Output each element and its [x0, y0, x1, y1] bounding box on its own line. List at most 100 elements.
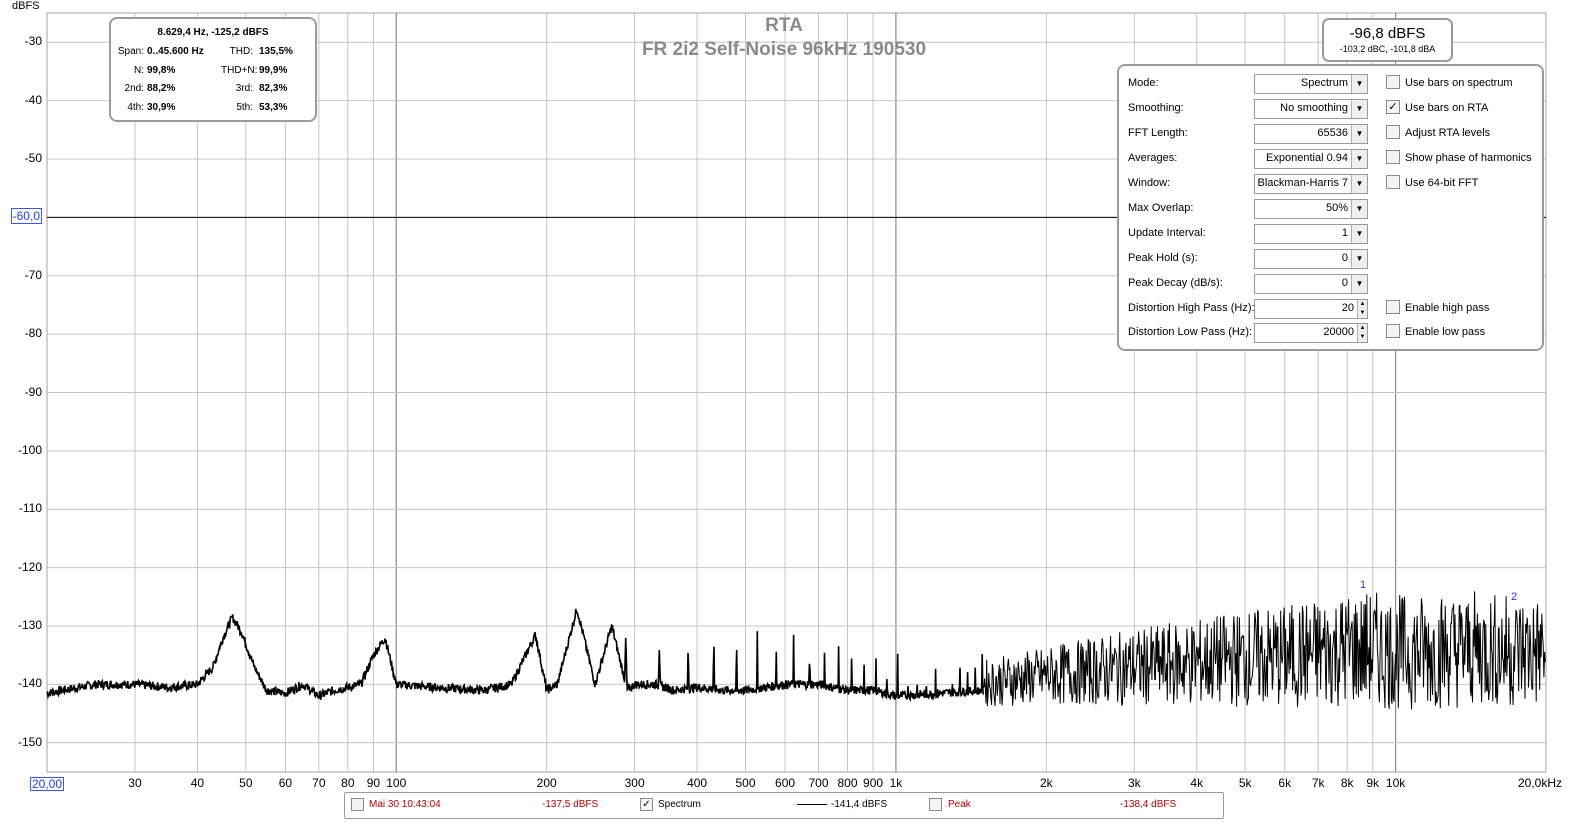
- distortion-stats-panel[interactable]: 8.629,4 Hz, -125,2 dBFS Span: 0..45.600 …: [109, 17, 317, 122]
- max-overlap-label: Max Overlap:: [1128, 202, 1194, 214]
- x-tick-label: 6k: [1278, 776, 1292, 790]
- y-tick-label: -30: [24, 34, 42, 49]
- x-tick-label: 5k: [1238, 776, 1252, 790]
- x-tick-label[interactable]: 20,00: [29, 777, 65, 791]
- x-tick-label: 80: [341, 776, 355, 790]
- distortion-high-pass-label: Distortion High Pass (Hz):: [1128, 302, 1255, 314]
- use-bars-spectrum-checkbox[interactable]: [1386, 75, 1400, 89]
- chevron-down-icon[interactable]: ▼: [1351, 275, 1367, 293]
- spectrum-trace-dense: [983, 591, 1546, 710]
- y-axis-unit: dBFS: [12, 0, 40, 12]
- distortion-low-pass-spinner[interactable]: 20000 ▲ ▼: [1254, 323, 1368, 343]
- spectrum-line-swatch: [797, 804, 827, 805]
- fft-length-label: FFT Length:: [1128, 127, 1188, 139]
- setting-update-interval: Update Interval: 1 ▼: [1119, 223, 1542, 244]
- averages-label: Averages:: [1128, 152, 1178, 164]
- chevron-down-icon[interactable]: ▼: [1351, 125, 1367, 143]
- update-interval-label: Update Interval:: [1128, 227, 1206, 239]
- chevron-down-icon[interactable]: ▼: [1351, 150, 1367, 168]
- x-tick-label: 500: [735, 776, 756, 790]
- chart-title: RTA: [765, 15, 803, 36]
- mode-select[interactable]: Spectrum ▼: [1254, 74, 1368, 94]
- window-select[interactable]: Blackman-Harris 7 ▼: [1254, 174, 1368, 194]
- thd-label: THD:: [229, 46, 253, 57]
- span-value: 0..45.600 Hz: [147, 46, 204, 57]
- distortion-low-pass-label: Distortion Low Pass (Hz):: [1128, 326, 1253, 338]
- rta-settings-panel[interactable]: Mode: Spectrum ▼ Use bars on spectrum Smo…: [1117, 64, 1544, 351]
- trace-legend: Mai 30 10:43:04 -137,5 dBFS ✓ Spectrum -…: [344, 792, 1224, 819]
- spectrum-checkbox[interactable]: ✓: [640, 798, 653, 811]
- capture-checkbox[interactable]: [351, 798, 364, 811]
- h3-label: 3rd:: [235, 83, 253, 94]
- chevron-down-icon[interactable]: ▼: [1351, 75, 1367, 93]
- level-readout[interactable]: -96,8 dBFS -103,2 dBC, -101,8 dBA: [1322, 18, 1453, 62]
- x-tick-label: 900: [863, 776, 884, 790]
- y-tick-label: -40: [24, 92, 42, 107]
- enable-low-pass-label: Enable low pass: [1405, 326, 1486, 338]
- fft-length-select[interactable]: 65536 ▼: [1254, 124, 1368, 144]
- use-64bit-fft-checkbox[interactable]: [1386, 175, 1400, 189]
- distortion-high-pass-value: 20: [1341, 302, 1354, 314]
- setting-max-overlap: Max Overlap: 50% ▼: [1119, 198, 1542, 219]
- enable-high-pass-label: Enable high pass: [1405, 302, 1490, 314]
- thd-value: 135,5%: [259, 46, 293, 57]
- x-tick-label: 700: [808, 776, 829, 790]
- smoothing-select[interactable]: No smoothing ▼: [1254, 99, 1368, 119]
- enable-low-pass-checkbox[interactable]: [1386, 324, 1400, 338]
- chevron-down-icon[interactable]: ▼: [1351, 250, 1367, 268]
- x-tick-label: 1k: [889, 776, 903, 790]
- x-tick-label: 800: [837, 776, 858, 790]
- noise-label: N:: [134, 65, 144, 76]
- x-tick-label: 90: [366, 776, 381, 790]
- peak-label: Peak: [948, 799, 971, 810]
- peak-hold-label: Peak Hold (s):: [1128, 252, 1198, 264]
- averages-select[interactable]: Exponential 0.94 ▼: [1254, 149, 1368, 169]
- spinner-arrows-icon[interactable]: ▲ ▼: [1357, 324, 1367, 342]
- enable-high-pass-checkbox[interactable]: [1386, 300, 1400, 314]
- setting-peak-decay: Peak Decay (dB/s): 0 ▼: [1119, 273, 1542, 294]
- x-tick-label: 300: [624, 776, 645, 790]
- chevron-down-icon[interactable]: ▼: [1351, 200, 1367, 218]
- level-cursor-label[interactable]: -60,0: [10, 208, 42, 225]
- max-overlap-select[interactable]: 50% ▼: [1254, 199, 1368, 219]
- x-tick-label: 60: [278, 776, 293, 790]
- setting-fft-length: FFT Length: 65536 ▼ Adjust RTA levels: [1119, 123, 1542, 144]
- update-interval-select[interactable]: 1 ▼: [1254, 224, 1368, 244]
- setting-distortion-high-pass: Distortion High Pass (Hz): 20 ▲ ▼ Enable h…: [1119, 298, 1542, 319]
- use-64bit-fft-label: Use 64-bit FFT: [1405, 177, 1479, 189]
- peak-decay-value: 0: [1341, 277, 1348, 289]
- peak-marker-1[interactable]: 1: [1360, 579, 1367, 591]
- window-value: Blackman-Harris 7: [1257, 177, 1348, 189]
- distortion-high-pass-spinner[interactable]: 20 ▲ ▼: [1254, 299, 1368, 319]
- y-tick-label: -140: [17, 676, 42, 691]
- use-bars-rta-checkbox[interactable]: ✓: [1386, 100, 1400, 114]
- x-tick-label: 4k: [1190, 776, 1204, 790]
- peak-hold-select[interactable]: 0 ▼: [1254, 249, 1368, 269]
- spectrum-trace: [46, 608, 985, 703]
- chevron-down-icon[interactable]: ▼: [1351, 100, 1367, 118]
- peak-decay-select[interactable]: 0 ▼: [1254, 274, 1368, 294]
- h2-label: 2nd:: [124, 83, 144, 94]
- spinner-arrows-icon[interactable]: ▲ ▼: [1357, 300, 1367, 318]
- peak-value: -138,4 dBFS: [1120, 799, 1177, 810]
- adjust-rta-levels-checkbox[interactable]: [1386, 125, 1400, 139]
- noise-value: 99,8%: [147, 65, 176, 76]
- x-tick-label: 50: [239, 776, 253, 790]
- peak-marker-2[interactable]: 2: [1511, 591, 1518, 603]
- spectrum-value: -141,4 dBFS: [831, 799, 888, 810]
- x-tick-label: 200: [536, 776, 557, 790]
- y-tick-label: -150: [17, 734, 42, 749]
- use-bars-rta-label: Use bars on RTA: [1405, 102, 1489, 114]
- x-tick-label: 400: [687, 776, 708, 790]
- show-phase-harmonics-checkbox[interactable]: [1386, 150, 1400, 164]
- h4-label: 4th:: [127, 102, 144, 113]
- cursor-readout: 8.629,4 Hz, -125,2 dBFS: [157, 27, 269, 38]
- chevron-down-icon[interactable]: ▼: [1351, 175, 1367, 193]
- h2-value: 88,2%: [147, 83, 176, 94]
- y-tick-label: -50: [24, 150, 42, 165]
- setting-distortion-low-pass: Distortion Low Pass (Hz): 20000 ▲ ▼ Enable…: [1119, 322, 1542, 343]
- setting-smoothing: Smoothing: No smoothing ▼ ✓ Use bars on R…: [1119, 98, 1542, 119]
- smoothing-value: No smoothing: [1280, 102, 1348, 114]
- chevron-down-icon[interactable]: ▼: [1351, 225, 1367, 243]
- peak-checkbox[interactable]: [929, 798, 942, 811]
